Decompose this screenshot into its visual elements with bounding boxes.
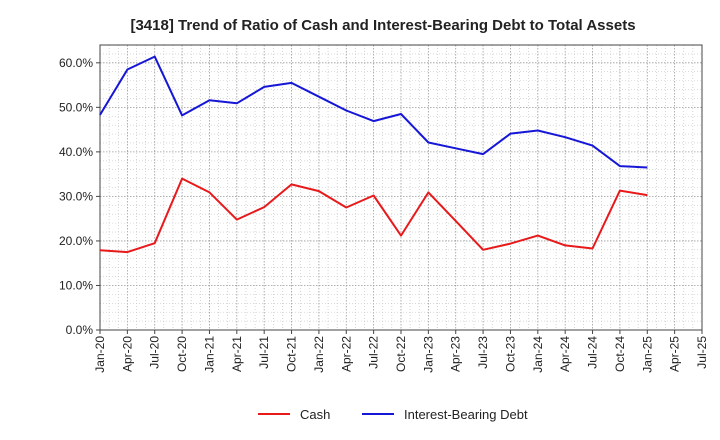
x-tick-label: Apr-20	[120, 336, 134, 372]
x-tick-label: Oct-20	[175, 336, 189, 372]
x-tick-label: Jul-20	[148, 336, 162, 369]
x-tick-label: Jan-25	[640, 336, 654, 373]
axes: 0.0% 10.0% 20.0% 30.0% 40.0% 50.0% 60.0% Jan-20…	[59, 44, 709, 373]
legend-label: Interest-Bearing Debt	[404, 407, 528, 422]
x-tick-label: Jan-24	[531, 336, 545, 373]
legend: Cash Interest-Bearing Debt	[258, 407, 528, 422]
x-tick-label: Apr-24	[558, 336, 572, 372]
x-tick-label: Oct-23	[503, 336, 517, 372]
x-tick-label: Jul-24	[586, 336, 600, 369]
x-tick-label: Apr-25	[668, 336, 682, 372]
x-tick-label: Oct-21	[285, 336, 299, 372]
series-lines	[99, 55, 648, 254]
x-tick-label: Jul-22	[367, 336, 381, 369]
y-tick-label: 50.0%	[59, 100, 93, 114]
x-tick-label: Oct-24	[613, 336, 627, 372]
y-tick-label: 60.0%	[59, 56, 93, 70]
x-tick-label: Jul-25	[695, 336, 709, 369]
x-tick-label: Jan-20	[93, 336, 107, 373]
x-tick-label: Jul-21	[257, 336, 271, 369]
x-tick-label: Apr-21	[230, 336, 244, 372]
x-tick-label: Jan-22	[312, 336, 326, 373]
x-tick-label: Apr-22	[339, 336, 353, 372]
series-line-cash	[99, 177, 648, 254]
x-tick-label: Jan-23	[421, 336, 435, 373]
y-tick-label: 10.0%	[59, 278, 93, 292]
legend-label: Cash	[300, 407, 330, 422]
x-tick-label: Apr-23	[449, 336, 463, 372]
x-tick-label: Jul-23	[476, 336, 490, 369]
x-tick-label: Jan-21	[202, 336, 216, 373]
x-tick-label: Oct-22	[394, 336, 408, 372]
y-tick-label: 40.0%	[59, 145, 93, 159]
series-line-interest-bearing-debt	[99, 55, 648, 169]
chart-title: [3418] Trend of Ratio of Cash and Intere…	[130, 17, 635, 34]
grid	[99, 44, 703, 331]
y-tick-label: 20.0%	[59, 234, 93, 248]
y-tick-label: 30.0%	[59, 189, 93, 203]
y-tick-label: 0.0%	[66, 323, 94, 337]
